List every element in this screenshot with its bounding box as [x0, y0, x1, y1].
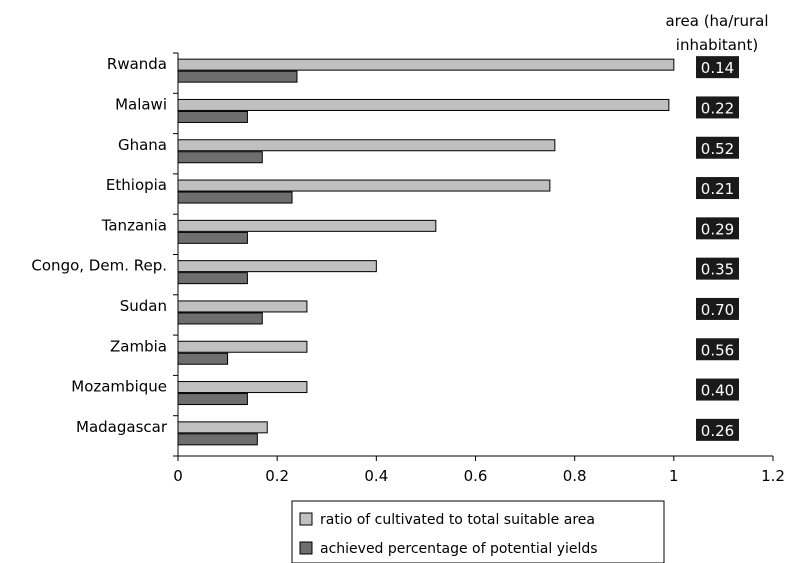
bar-series-1 [177, 179, 551, 192]
area-value-badge [696, 96, 739, 119]
x-tick-label: 0.6 [464, 467, 488, 485]
bar-series-2 [177, 231, 248, 244]
bar-series-1 [177, 58, 675, 71]
x-tick-label: 0 [173, 467, 183, 485]
bar-series-2 [177, 352, 229, 365]
area-value-badge [696, 297, 739, 320]
bar-series-2 [177, 312, 263, 325]
bar-series-2 [177, 272, 248, 285]
area-value-label: 0.29 [701, 220, 734, 238]
x-tick-label: 0.4 [364, 467, 388, 485]
plot-area: 0 0.2 0.4 0.6 0.8 1 1.2 Rwanda 0.14 Malawi 0.22 Gha… [31, 52, 785, 485]
bar-series-1 [177, 340, 308, 353]
category-label: Ghana [118, 136, 167, 154]
bar-series-1 [177, 139, 556, 152]
bar-series-2 [177, 110, 248, 123]
category-label: Ethiopia [106, 176, 167, 194]
area-value-label: 0.70 [701, 301, 734, 319]
bar-series-1 [177, 98, 670, 111]
category-label: Tanzania [101, 216, 167, 234]
bar-series-2 [177, 70, 298, 83]
category-label: Rwanda [107, 55, 167, 73]
area-value-label: 0.26 [701, 422, 734, 440]
area-header-line-1: area (ha/rural [665, 12, 768, 30]
bar-series-2 [177, 151, 263, 164]
category-label: Madagascar [76, 418, 168, 436]
bar-series-2 [177, 191, 293, 204]
area-value-badge [696, 177, 739, 200]
category-label: Congo, Dem. Rep. [31, 257, 167, 275]
x-tick-label: 1.2 [761, 467, 785, 485]
category-label: Malawi [115, 95, 167, 113]
bar-series-2 [177, 433, 258, 446]
area-value-label: 0.21 [701, 180, 734, 198]
area-value-label: 0.14 [701, 59, 734, 77]
area-value-badge [696, 136, 739, 159]
category-label: Sudan [120, 297, 167, 315]
bar-series-1 [177, 219, 437, 232]
x-tick-label: 0.8 [563, 467, 587, 485]
area-value-badge [696, 418, 739, 441]
area-value-badge [696, 257, 739, 280]
area-value-badge [696, 217, 739, 240]
area-value-badge [696, 378, 739, 401]
legend-label-series-1: ratio of cultivated to total suitable ar… [320, 512, 595, 528]
category-label: Zambia [110, 337, 167, 355]
bar-series-1 [177, 421, 268, 434]
legend-swatch-series-2 [299, 541, 313, 555]
legend-swatch-series-1 [299, 512, 313, 526]
area-value-label: 0.40 [701, 382, 734, 400]
bar-series-1 [177, 381, 308, 394]
bar-series-2 [177, 393, 248, 406]
area-value-badge [696, 56, 739, 79]
x-tick-label: 0.2 [265, 467, 289, 485]
area-header-line-2: inhabitant) [676, 36, 758, 54]
bar-series-1 [177, 300, 308, 313]
area-value-label: 0.56 [701, 341, 734, 359]
legend-border [291, 500, 665, 563]
category-label: Mozambique [71, 378, 167, 396]
legend: ratio of cultivated to total suitable ar… [291, 500, 665, 563]
area-value-label: 0.35 [701, 261, 734, 279]
legend-label-series-2: achieved percentage of potential yields [320, 541, 598, 557]
area-value-label: 0.22 [701, 99, 734, 117]
area-value-label: 0.52 [701, 140, 734, 158]
area-value-badge [696, 338, 739, 361]
x-tick-label: 1 [669, 467, 679, 485]
bar-series-1 [177, 260, 377, 273]
